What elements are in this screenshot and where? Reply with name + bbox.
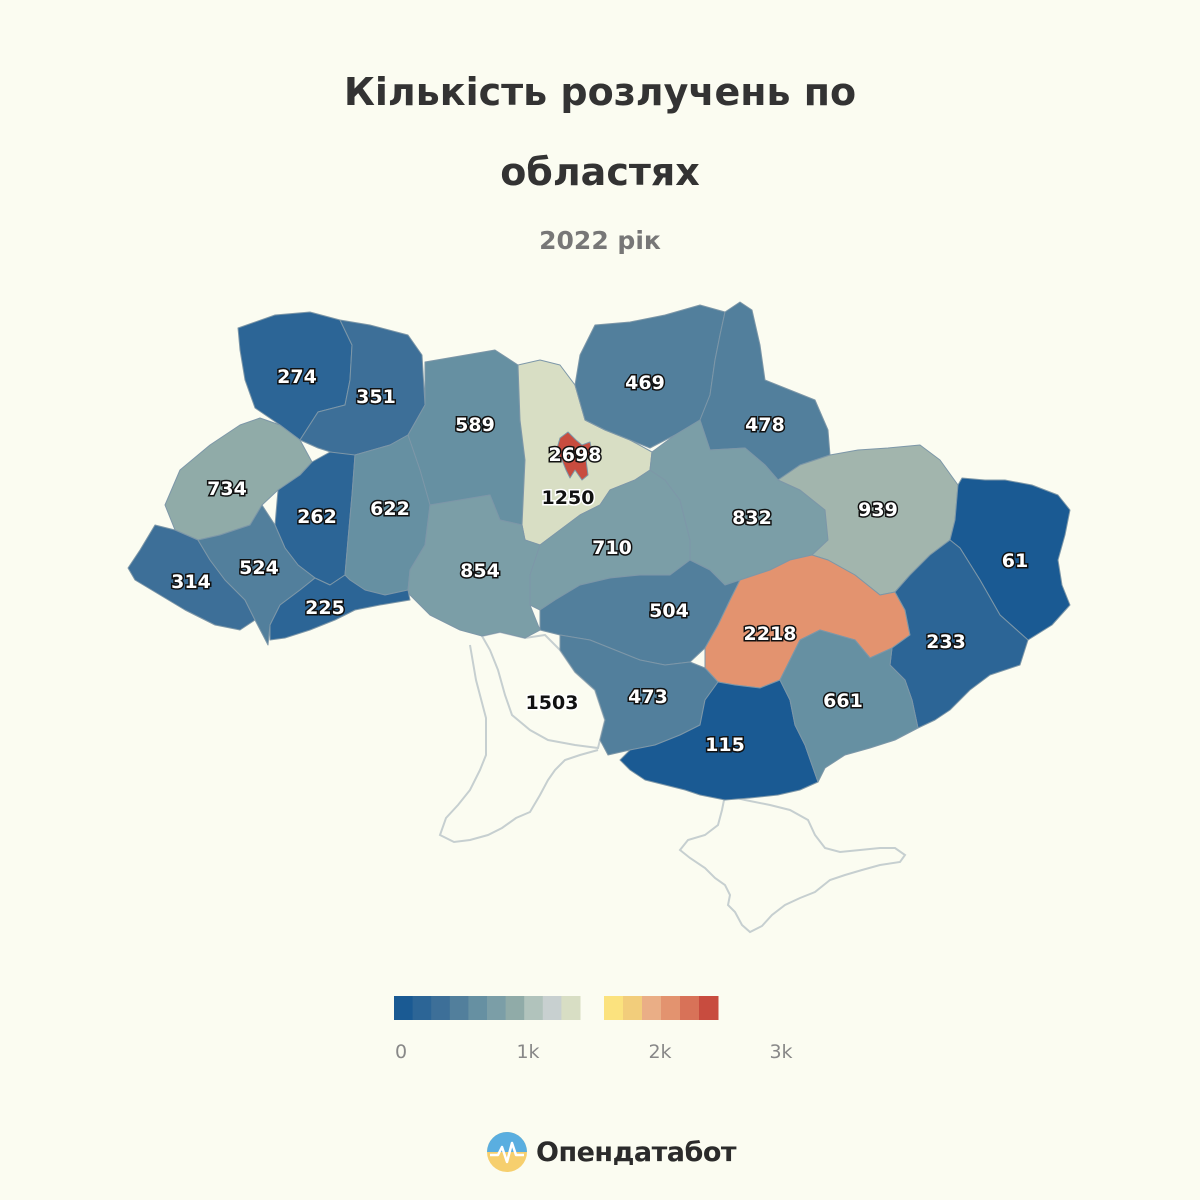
legend-tick-3k: 3k [769, 1041, 792, 1063]
label-kirovohrad: 504 [649, 600, 689, 622]
legend-swatch [699, 996, 719, 1020]
page-title: Кількість розлучень по областях [0, 52, 1200, 212]
label-donetsk: 233 [926, 631, 966, 653]
legend-swatch [661, 996, 681, 1020]
legend-swatch [468, 996, 488, 1020]
label-ivano-frankivsk: 524 [239, 557, 279, 579]
legend-swatch [412, 996, 432, 1020]
legend-swatch [524, 996, 544, 1020]
region-zaporizhzhia [779, 629, 919, 783]
label-volyn: 274 [277, 366, 317, 388]
page-subtitle: 2022 рік [539, 226, 661, 255]
legend-swatch [604, 996, 624, 1020]
legend-swatch [642, 996, 662, 1020]
region-chernivtsi [269, 574, 411, 641]
label-odesa: 1503 [526, 692, 579, 714]
label-ternopil: 262 [297, 506, 337, 528]
legend-tick-2k: 2k [648, 1041, 671, 1063]
region-odesa [438, 630, 607, 844]
opendatabot-logo-icon [487, 1132, 527, 1172]
legend-tick-1k: 1k [516, 1041, 539, 1063]
label-kyiv-city: 2698 [549, 444, 602, 466]
label-cherkasy: 710 [592, 537, 632, 559]
label-kherson: 115 [705, 734, 745, 756]
label-rivne: 351 [356, 386, 396, 408]
legend-swatch [487, 996, 507, 1020]
crimea-outline [678, 793, 907, 934]
region-donetsk [889, 539, 1029, 729]
legend-swatch [431, 996, 451, 1020]
region-kyiv-city [555, 431, 593, 481]
legend-swatch [505, 996, 525, 1020]
label-mykolaiv: 473 [628, 686, 668, 708]
label-khmelnytskyi: 622 [370, 498, 410, 520]
label-kyiv-oblast: 1250 [542, 487, 595, 509]
label-poltava: 832 [732, 507, 772, 529]
label-luhansk: 61 [1002, 550, 1028, 572]
label-zakarpattia: 314 [171, 571, 211, 593]
label-zaporizhzhia: 661 [823, 690, 863, 712]
title-line-2: областях [500, 150, 700, 194]
legend-swatch [542, 996, 562, 1020]
label-chernihiv: 469 [625, 372, 665, 394]
label-lviv: 734 [207, 478, 247, 500]
label-chernivtsi: 225 [305, 597, 345, 619]
label-vinnytsia: 854 [460, 560, 500, 582]
legend-swatch [680, 996, 700, 1020]
legend-color-scale [394, 996, 719, 1020]
legend-swatch [623, 996, 643, 1020]
legend-swatch [561, 996, 581, 1020]
label-dnipropetrovsk: 2218 [744, 623, 797, 645]
brand-name: Опендатабот [536, 1136, 737, 1168]
region-kherson [619, 679, 819, 801]
label-zhytomyr: 589 [455, 414, 495, 436]
legend-tick-0: 0 [395, 1041, 407, 1063]
title-line-1: Кількість розлучень по [343, 70, 857, 114]
label-sumy: 478 [745, 414, 785, 436]
legend-ticks: 0 1k 2k 3k [395, 1041, 793, 1063]
label-kharkiv: 939 [858, 499, 898, 521]
legend-swatch [394, 996, 414, 1020]
brand-logo: Опендатабот [486, 1130, 737, 1174]
legend-swatch [449, 996, 469, 1020]
region-labels: 274 351 589 1250 2698 469 478 734 262 62… [170, 365, 1030, 758]
